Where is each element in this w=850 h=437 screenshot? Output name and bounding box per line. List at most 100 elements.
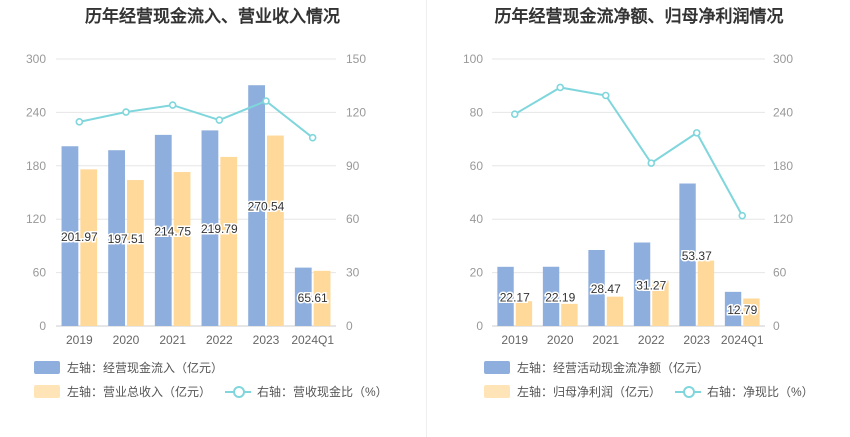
bar-series1: [61, 146, 79, 326]
data-label: 214.75: [154, 224, 191, 238]
data-label: 31.27: [636, 278, 666, 292]
bar-series1: [542, 266, 560, 326]
y-right-tick-label: 60: [773, 266, 787, 280]
legend-item-revenue[interactable]: 左轴：营业总收入（亿元）: [34, 383, 211, 400]
ratio-line-point: [601, 91, 610, 100]
panel-divider: [426, 0, 427, 437]
x-tick-label: 2019: [66, 333, 93, 347]
bar-series2: [220, 156, 238, 326]
ratio-line-point: [556, 83, 565, 92]
data-label: 65.61: [298, 291, 328, 305]
y-left-tick-label: 60: [33, 266, 47, 280]
x-tick-label: 2019: [501, 333, 528, 347]
y-left-tick-label: 20: [470, 266, 484, 280]
x-tick-label: 2020: [547, 333, 574, 347]
ratio-line-point: [308, 133, 317, 142]
bar-series1: [633, 242, 651, 326]
legend-item-net-profit[interactable]: 左轴：归母净利润（亿元）: [484, 383, 661, 400]
legend-item-cash-inflow[interactable]: 左轴：经营现金流入（亿元）: [34, 359, 223, 376]
y-left-tick-label: 0: [476, 319, 483, 333]
bar-series1: [108, 150, 125, 326]
bar-series1: [294, 267, 312, 326]
data-label: 270.54: [248, 200, 285, 214]
legend-label: 左轴：营业总收入（亿元）: [67, 385, 212, 399]
x-tick-label: 2023: [683, 333, 710, 347]
legend-row: 左轴：归母净利润（亿元） 右轴：净现比（%）: [484, 383, 828, 400]
y-right-tick-label: 30: [346, 266, 360, 280]
left-chart-panel: 历年经营现金流入、营业收入情况 0 0 60 30 120 60 180 90 240 120 30…: [26, 7, 388, 400]
bar-series2: [267, 135, 284, 326]
legend-label: 左轴：经营活动现金流净额（亿元）: [517, 361, 710, 375]
legend-swatch: [34, 361, 60, 374]
bar-series2: [80, 169, 98, 326]
bar-series1: [679, 183, 696, 326]
y-right-tick-label: 60: [346, 212, 360, 226]
ratio-line-point: [122, 108, 130, 116]
y-left-tick-label: 80: [470, 105, 484, 119]
data-label: 22.19: [545, 290, 575, 304]
ratio-line-point: [647, 159, 656, 167]
legend-swatch: [34, 385, 60, 398]
y-left-tick-label: 0: [39, 319, 46, 333]
data-label: 219.79: [201, 222, 238, 236]
y-right-tick-label: 0: [773, 319, 780, 333]
y-left-tick-label: 40: [470, 212, 484, 226]
ratio-line-point: [75, 118, 84, 126]
chart-title: 历年经营现金流净额、归母净利润情况: [494, 7, 784, 26]
left-chart-plot: 0 0 60 30 120 60 180 90 240 120 300 150 2019 2020 2021…: [26, 52, 366, 347]
y-left-tick-label: 60: [470, 159, 484, 173]
x-tick-label: 2021: [592, 333, 619, 347]
legend-item-cash-ratio[interactable]: 右轴：营收现金比（%）: [225, 383, 388, 400]
bar-series2: [127, 180, 144, 326]
y-right-tick-label: 120: [773, 212, 793, 226]
legend-item-net-cash-flow[interactable]: 左轴：经营活动现金流净额（亿元）: [484, 359, 709, 376]
bar-series2: [173, 172, 191, 326]
data-label: 197.51: [108, 232, 145, 246]
legend-label: 左轴：经营现金流入（亿元）: [67, 361, 224, 375]
x-tick-label: 2022: [638, 333, 665, 347]
bar-series1: [497, 266, 514, 326]
data-label: 53.37: [682, 249, 712, 263]
x-tick-label: 2024Q1: [721, 333, 764, 347]
x-tick-label: 2020: [113, 333, 140, 347]
bar-series2: [697, 260, 715, 326]
bar-series1: [201, 130, 219, 326]
y-right-tick-label: 90: [346, 159, 360, 173]
y-right-tick-label: 150: [346, 52, 366, 66]
ratio-line: [514, 86, 744, 217]
data-label: 201.97: [61, 230, 98, 244]
x-tick-label: 2024Q1: [291, 333, 334, 347]
y-left-tick-label: 100: [463, 52, 483, 66]
legend-row: 左轴：经营活动现金流净额（亿元）: [484, 359, 723, 376]
x-tick-label: 2022: [206, 333, 233, 347]
legend-item-net-cash-ratio[interactable]: 右轴：净现比（%）: [675, 383, 814, 400]
legend-swatch: [484, 361, 510, 374]
bar-series2: [561, 303, 578, 326]
right-chart-plot: 0 0 20 60 40 120 60 180 80 240 100 300 2019 2020 2021 2…: [463, 52, 793, 347]
legend-swatch: [675, 385, 702, 398]
bar-series1: [248, 85, 265, 327]
legend-label: 左轴：归母净利润（亿元）: [517, 385, 662, 399]
right-chart-panel: 历年经营现金流净额、归母净利润情况 0 0 20 60 40 120 60 180 80 240 1…: [428, 0, 850, 437]
bar-series2: [313, 270, 331, 326]
y-right-tick-label: 0: [346, 319, 353, 333]
bar-series1: [588, 249, 605, 326]
bar-series2: [743, 298, 760, 326]
bar-series2: [606, 296, 624, 326]
legend-row: 左轴：经营现金流入（亿元）: [34, 359, 237, 376]
legend-swatch: [484, 385, 510, 398]
y-right-tick-label: 240: [773, 105, 793, 119]
ratio-line-point: [738, 211, 747, 220]
bar-series1: [724, 291, 742, 326]
x-tick-label: 2021: [159, 333, 186, 347]
y-right-tick-label: 120: [346, 105, 366, 119]
bar-series1: [154, 134, 172, 326]
x-tick-label: 2023: [253, 333, 280, 347]
y-left-tick-label: 240: [26, 105, 46, 119]
ratio-line-point: [262, 97, 270, 105]
ratio-line-point: [215, 116, 224, 124]
y-left-tick-label: 300: [26, 52, 46, 66]
chart-title: 历年经营现金流入、营业收入情况: [85, 7, 340, 26]
legend-label: 右轴：净现比（%）: [707, 385, 814, 399]
ratio-line-point: [692, 129, 701, 137]
